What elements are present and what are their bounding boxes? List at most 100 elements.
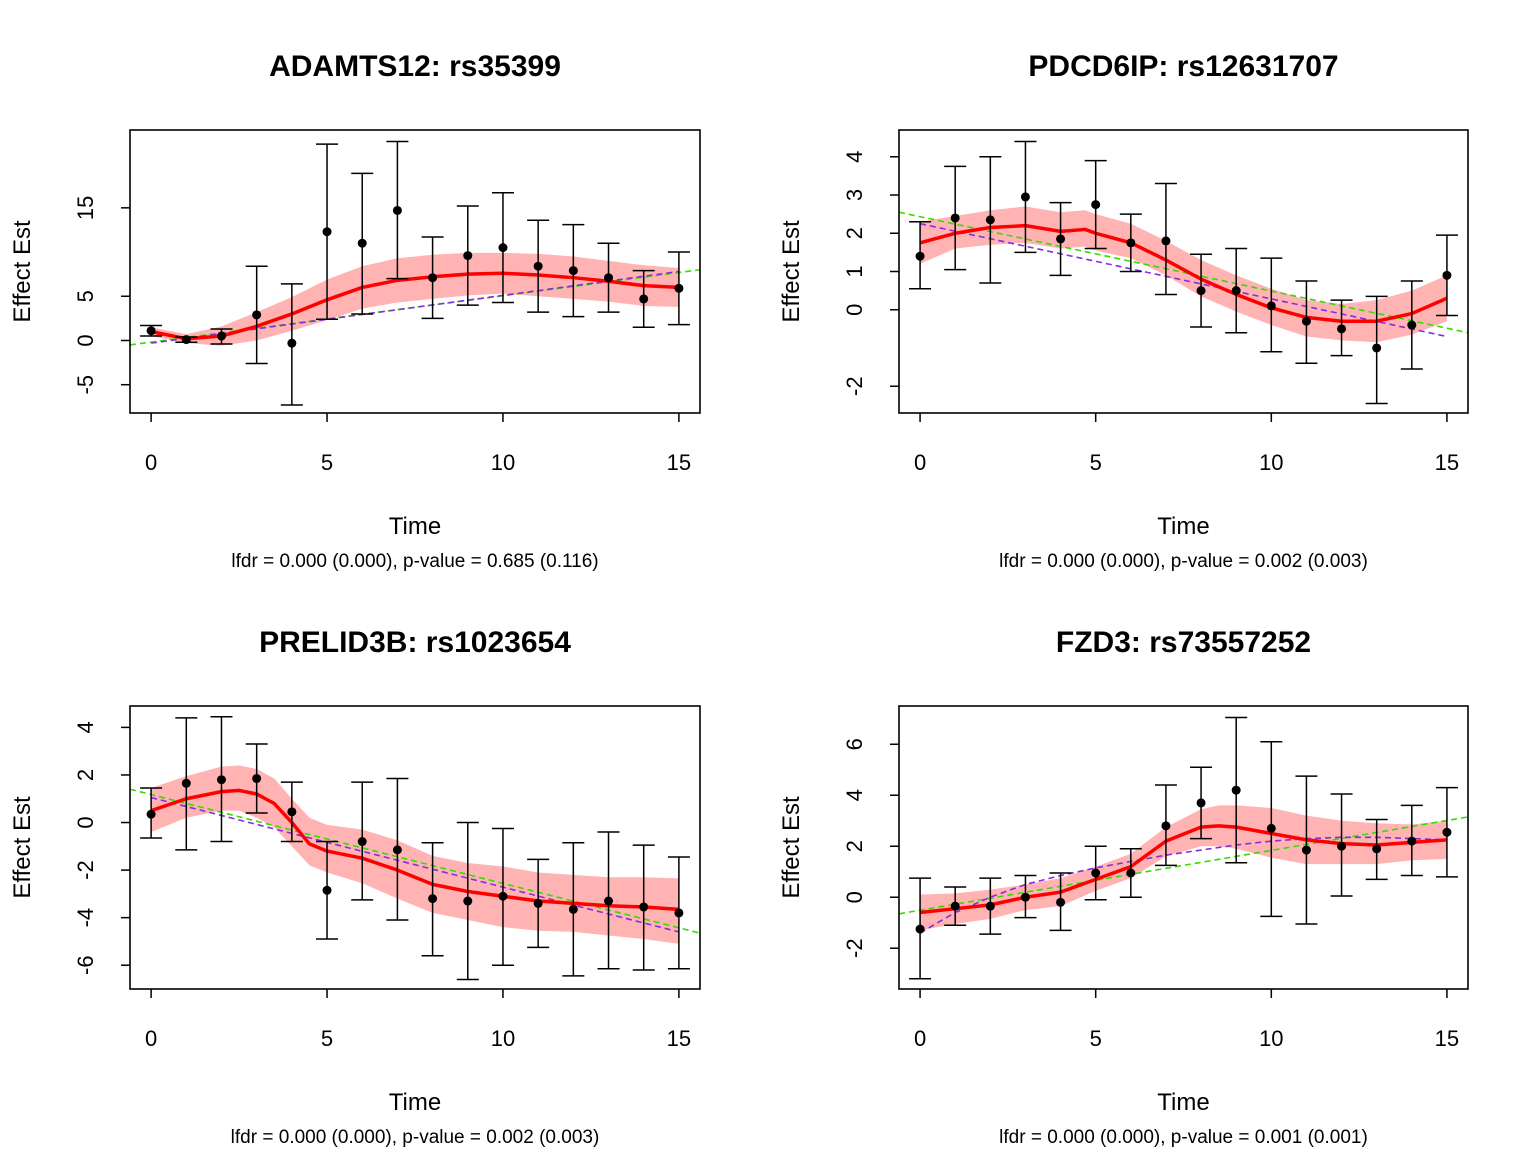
panel-fzd3: 0 5 10 15 -2 0 2 4 6 FZD3: rs73557252 Time lfdr = 0… bbox=[778, 626, 1469, 1148]
data-point bbox=[639, 294, 649, 304]
data-point bbox=[392, 205, 402, 215]
y-tick-label: -2 bbox=[842, 376, 867, 396]
y-tick-label: 15 bbox=[73, 196, 98, 220]
data-point bbox=[1091, 200, 1101, 210]
data-point bbox=[1231, 785, 1241, 795]
x-tick-label: 15 bbox=[667, 1026, 691, 1051]
x-tick-label: 0 bbox=[145, 1026, 157, 1051]
purple-dashed-line bbox=[150, 796, 680, 933]
data-point bbox=[674, 908, 684, 918]
y-tick-label: 0 bbox=[73, 334, 98, 346]
plot-frame bbox=[129, 129, 701, 414]
data-point bbox=[1056, 897, 1066, 907]
y-tick-label: 0 bbox=[842, 304, 867, 316]
data-point bbox=[498, 243, 508, 253]
y-axis-label: Effect Est bbox=[9, 796, 36, 899]
y-axis-label: Effect Est bbox=[9, 220, 36, 323]
panel-adamts12: 0 5 10 15 -5 0 5 15 ADAMTS12: rs35399 Time lfdr = … bbox=[9, 50, 701, 572]
data-point bbox=[1020, 192, 1030, 202]
y-tick-label: 5 bbox=[73, 290, 98, 302]
data-point bbox=[322, 885, 332, 895]
x-tick-label: 10 bbox=[1259, 450, 1283, 475]
green-dashed-line bbox=[130, 788, 700, 934]
data-point bbox=[463, 896, 473, 906]
data-point bbox=[568, 266, 578, 276]
data-point bbox=[146, 326, 156, 336]
plot-frame bbox=[898, 705, 1469, 990]
y-tick-label: -2 bbox=[73, 860, 98, 880]
confidence-band bbox=[151, 765, 679, 944]
chart-title: ADAMTS12: rs35399 bbox=[269, 50, 561, 83]
x-tick-label: 5 bbox=[321, 1026, 333, 1051]
data-point bbox=[498, 891, 508, 901]
x-tick-label: 15 bbox=[1435, 450, 1459, 475]
data-point bbox=[950, 901, 960, 911]
plot-area bbox=[899, 805, 1468, 934]
x-tick-label: 10 bbox=[491, 1026, 515, 1051]
plot-area bbox=[130, 252, 700, 346]
data-point bbox=[1091, 868, 1101, 878]
y-tick-label: 0 bbox=[842, 891, 867, 903]
data-point bbox=[392, 845, 402, 855]
data-point bbox=[1337, 324, 1347, 334]
y-tick-label: 4 bbox=[73, 721, 98, 733]
data-point bbox=[1372, 343, 1382, 353]
data-point bbox=[1372, 844, 1382, 854]
plot-area bbox=[130, 765, 700, 944]
green-dashed-line bbox=[899, 816, 1468, 915]
x-axis-label: Time bbox=[1157, 513, 1209, 540]
data-point bbox=[1301, 845, 1311, 855]
y-tick-label: -5 bbox=[73, 375, 98, 395]
data-point bbox=[1196, 798, 1206, 808]
y-tick-label: 2 bbox=[842, 840, 867, 852]
chart-subtitle: lfdr = 0.000 (0.000), p-value = 0.002 (0… bbox=[999, 551, 1368, 572]
x-tick-label: 0 bbox=[914, 450, 926, 475]
panel-pdcd6ip: 0 5 10 15 -2 0 1 2 3 4 PDCD6IP: rs12631707 Time lfdr… bbox=[778, 50, 1469, 572]
data-point bbox=[216, 331, 226, 341]
x-tick-label: 0 bbox=[145, 450, 157, 475]
data-point bbox=[1231, 286, 1241, 296]
y-axis-label: Effect Est bbox=[778, 796, 805, 899]
smooth-curve bbox=[150, 271, 679, 341]
data-point bbox=[674, 283, 684, 293]
data-point bbox=[1407, 320, 1417, 330]
y-axis-label: Effect Est bbox=[778, 220, 805, 323]
panel-prelid3b: 0 5 10 15 -6 -4 -2 0 2 4 PRELID3B: rs1023654 Time lf… bbox=[9, 626, 701, 1148]
data-point bbox=[1301, 316, 1311, 326]
data-point bbox=[322, 227, 332, 237]
x-axis-label: Time bbox=[389, 1089, 441, 1116]
data-point bbox=[357, 837, 367, 847]
y-tick-label: 6 bbox=[842, 738, 867, 750]
data-point bbox=[1161, 821, 1171, 831]
data-point bbox=[915, 251, 925, 261]
data-point bbox=[1442, 270, 1452, 280]
data-point bbox=[985, 901, 995, 911]
data-point bbox=[181, 778, 191, 788]
data-point bbox=[533, 261, 543, 271]
data-point bbox=[1407, 836, 1417, 846]
y-tick-label: 2 bbox=[842, 227, 867, 239]
data-point bbox=[604, 896, 614, 906]
data-point bbox=[463, 251, 473, 261]
purple-dashed-line bbox=[919, 836, 1447, 934]
x-tick-label: 5 bbox=[321, 450, 333, 475]
data-point bbox=[287, 338, 297, 348]
data-point bbox=[1126, 868, 1136, 878]
chart-subtitle: lfdr = 0.000 (0.000), p-value = 0.685 (0… bbox=[231, 551, 598, 572]
x-tick-label: 5 bbox=[1090, 1026, 1102, 1051]
x-tick-label: 10 bbox=[1259, 1026, 1283, 1051]
data-point bbox=[533, 898, 543, 908]
data-point bbox=[287, 807, 297, 817]
y-tick-label: -4 bbox=[73, 908, 98, 928]
data-point bbox=[252, 310, 262, 320]
y-tick-label: 2 bbox=[73, 769, 98, 781]
data-point bbox=[252, 774, 262, 784]
chart-title: FZD3: rs73557252 bbox=[1056, 626, 1311, 659]
confidence-band bbox=[920, 805, 1447, 931]
y-tick-label: 1 bbox=[842, 265, 867, 277]
data-point bbox=[1020, 892, 1030, 902]
data-point bbox=[146, 809, 156, 819]
plot-area bbox=[899, 206, 1468, 343]
data-point bbox=[428, 273, 438, 283]
